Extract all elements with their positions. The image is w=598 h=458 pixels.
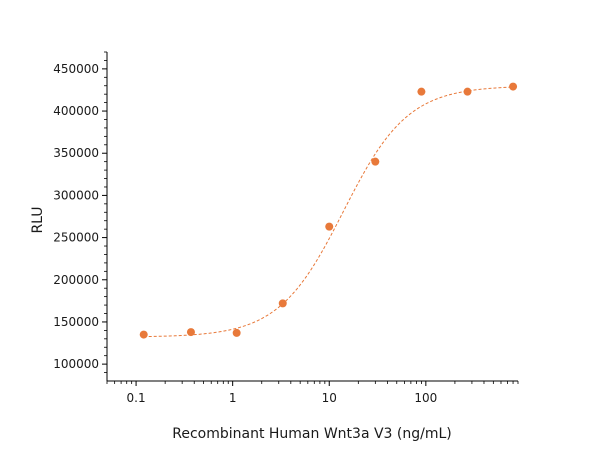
data-point	[232, 328, 241, 337]
data-point	[278, 299, 287, 308]
data-point	[186, 328, 195, 337]
x-axis-title: Recombinant Human Wnt3a V3 (ng/mL)	[172, 426, 452, 442]
y-tick-label: 400000	[53, 104, 99, 118]
x-tick-label: 10	[322, 391, 337, 405]
y-axis-title: RLU	[30, 206, 46, 233]
fit-curve-layer	[143, 86, 519, 338]
data-points	[139, 82, 518, 339]
y-tick-label: 350000	[53, 146, 99, 160]
x-tick-label: 0.1	[127, 391, 146, 405]
y-tick-label: 300000	[53, 188, 99, 202]
fit-curve	[143, 86, 519, 338]
data-point	[463, 87, 472, 96]
x-tick-label: 100	[414, 391, 437, 405]
data-point	[509, 82, 518, 91]
x-tick-label: 1	[229, 391, 237, 405]
y-tick-label: 100000	[53, 357, 99, 371]
y-tick-label: 200000	[53, 273, 99, 287]
axes: 100000 150000 200000 250000 300000 350000 4000…	[53, 51, 519, 405]
data-point	[417, 87, 426, 96]
data-point	[139, 330, 148, 339]
y-tick-label: 250000	[53, 231, 99, 245]
data-point	[371, 157, 380, 166]
y-tick-label: 150000	[53, 315, 99, 329]
data-point	[325, 222, 334, 231]
y-tick-label: 450000	[53, 62, 99, 76]
